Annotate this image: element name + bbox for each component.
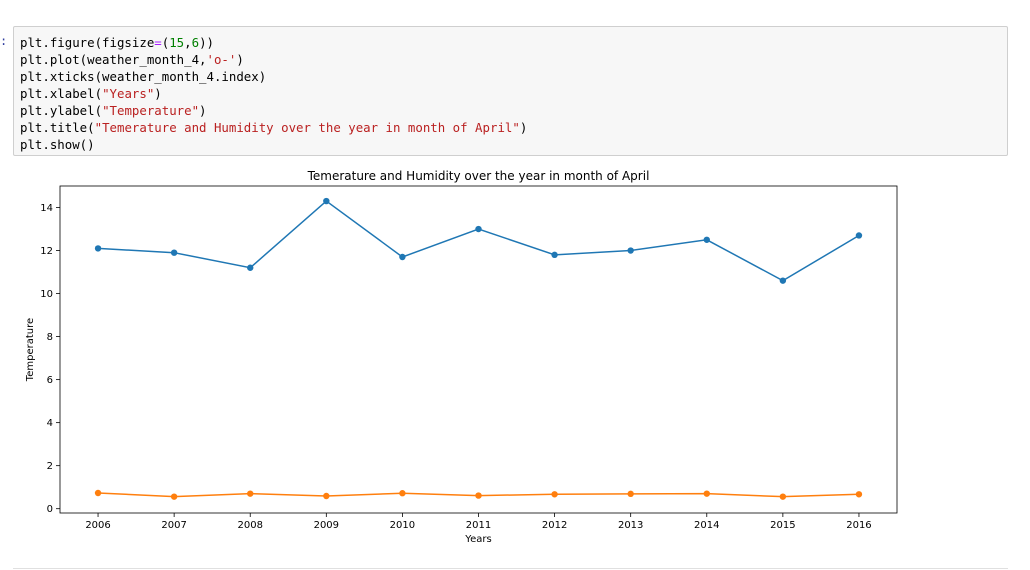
data-point-humidity [399,490,406,497]
x-axis-label: Years [464,534,491,545]
chart-title: Temerature and Humidity over the year in… [307,169,650,183]
plot-area-frame [59,185,898,514]
code-token: plt.title( [20,120,95,135]
data-point-humidity [475,492,482,499]
data-point-temperature [855,232,863,239]
code-token: plt.xticks(weather_month_4.index) [20,69,267,84]
cell-divider [13,568,1008,569]
x-tick-label: 2015 [770,520,795,531]
code-token: 15 [169,35,185,50]
code-cell-input[interactable]: plt.figure(figsize=(15,6)) plt.plot(weath… [13,26,1008,156]
x-tick-label: 2011 [466,520,491,531]
code-token: ) [519,120,528,135]
data-point-humidity [170,493,178,500]
code-editor[interactable]: plt.figure(figsize=(15,6)) plt.plot(weath… [20,34,527,153]
cell-output: Temerature and Humidity over the year in… [0,160,1030,560]
y-tick-label: 6 [47,375,53,386]
y-tick-label: 8 [47,332,53,343]
y-tick-label: 0 [47,504,53,515]
code-token: ) [236,52,244,67]
data-point-temperature [247,264,254,271]
series-line-temperature [98,200,860,282]
code-token: , [184,35,192,50]
code-line: plt.figure(figsize=(15,6)) [20,34,527,51]
code-token: = [154,35,162,50]
data-point-temperature [475,225,482,233]
code-token: plt.figure(figsize [20,35,155,50]
code-token: plt.plot(weather_month_4, [20,52,207,67]
data-point-humidity [855,491,863,498]
x-tick-label: 2012 [542,520,567,531]
code-token: )) [199,35,214,50]
data-point-temperature [627,247,634,254]
data-point-humidity [94,489,102,497]
cell-prompt: : [0,34,8,48]
data-point-temperature [703,236,710,243]
code-token: "Temperature" [102,103,200,118]
x-tick-label: 2013 [618,520,643,531]
x-tick-label: 2008 [238,520,263,531]
data-point-temperature [551,251,558,259]
code-token: "Years" [102,86,155,101]
y-tick-label: 14 [40,203,53,214]
code-line: plt.plot(weather_month_4,'o-') [20,51,527,68]
y-tick-label: 12 [40,246,53,257]
code-token: plt.show() [20,137,95,152]
line-chart: Temerature and Humidity over the year in… [25,169,898,545]
y-tick-label: 4 [47,418,53,429]
data-point-humidity [703,490,710,497]
x-tick-label: 2007 [161,520,186,531]
code-line: plt.show() [20,136,527,153]
x-tick-label: 2010 [390,520,415,531]
x-tick-label: 2006 [85,520,110,531]
y-tick-label: 10 [40,289,53,300]
data-point-humidity [247,490,254,497]
data-point-humidity [627,490,634,498]
x-tick-label: 2016 [846,520,871,531]
code-line: plt.xlabel("Years") [20,85,527,102]
data-point-temperature [779,277,787,284]
code-line: plt.xticks(weather_month_4.index) [20,68,527,85]
data-point-temperature [323,197,330,205]
code-token: plt.ylabel( [20,103,103,118]
code-token: ) [199,103,207,118]
code-token: 'o-' [206,52,237,67]
y-axis-label: Temperature [25,318,36,382]
code-line: plt.ylabel("Temperature") [20,102,527,119]
code-token: 6 [191,35,200,50]
code-token: plt.xlabel( [20,86,103,101]
data-point-humidity [323,492,330,500]
code-token: "Temerature and Humidity over the year i… [94,120,520,135]
data-point-humidity [551,491,558,498]
data-point-humidity [779,493,787,500]
code-token: ( [161,35,170,50]
data-point-temperature [399,253,406,261]
data-point-temperature [94,245,102,252]
x-tick-label: 2014 [694,520,719,531]
code-line: plt.title("Temerature and Humidity over … [20,119,527,136]
y-tick-label: 2 [47,461,53,472]
code-token: ) [154,86,162,101]
x-tick-label: 2009 [314,520,339,531]
data-point-temperature [170,249,178,256]
